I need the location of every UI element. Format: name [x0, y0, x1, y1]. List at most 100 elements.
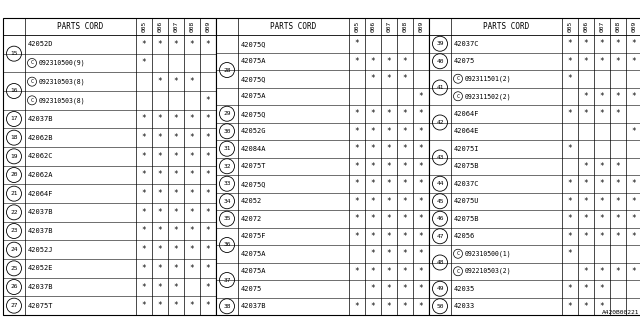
Text: 092310500(9): 092310500(9)	[39, 60, 86, 66]
Text: *: *	[568, 179, 572, 188]
Text: *: *	[403, 109, 407, 118]
Text: 42062C: 42062C	[28, 153, 54, 159]
Text: *: *	[189, 227, 195, 236]
Text: 17: 17	[10, 116, 18, 122]
Text: 42062A: 42062A	[28, 172, 54, 178]
Text: 092311502(2): 092311502(2)	[465, 93, 511, 100]
Text: *: *	[141, 171, 147, 180]
Text: *: *	[173, 115, 179, 124]
Text: 48: 48	[436, 260, 444, 265]
Text: 42033: 42033	[454, 303, 476, 309]
Text: *: *	[600, 302, 604, 311]
Text: 34: 34	[223, 199, 231, 204]
Text: *: *	[403, 232, 407, 241]
Text: *: *	[371, 109, 375, 118]
Text: PARTS CORD: PARTS CORD	[270, 22, 317, 31]
Text: 42075Q: 42075Q	[241, 181, 266, 187]
Text: *: *	[632, 232, 636, 241]
Text: *: *	[205, 152, 211, 161]
Text: *: *	[205, 171, 211, 180]
Text: *: *	[189, 189, 195, 198]
Text: *: *	[157, 283, 163, 292]
Text: *: *	[371, 249, 375, 258]
Text: *: *	[600, 267, 604, 276]
Text: 27: 27	[10, 303, 18, 308]
Text: 008: 008	[616, 21, 621, 32]
Text: *: *	[355, 302, 359, 311]
Text: *: *	[568, 232, 572, 241]
Text: *: *	[387, 74, 391, 83]
Text: *: *	[419, 162, 423, 171]
Text: *: *	[371, 74, 375, 83]
Text: 42075U: 42075U	[454, 198, 479, 204]
Text: *: *	[141, 264, 147, 273]
Text: *: *	[584, 109, 588, 118]
Text: *: *	[371, 267, 375, 276]
Text: C: C	[456, 251, 460, 256]
Text: *: *	[568, 57, 572, 66]
Text: *: *	[632, 267, 636, 276]
Text: *: *	[568, 249, 572, 258]
Text: 42075Q: 42075Q	[241, 41, 266, 47]
Text: 42: 42	[436, 120, 444, 125]
Text: *: *	[173, 133, 179, 142]
Text: *: *	[632, 197, 636, 206]
Text: *: *	[189, 77, 195, 86]
Text: *: *	[371, 127, 375, 136]
Text: *: *	[616, 267, 620, 276]
Text: *: *	[387, 127, 391, 136]
Text: 37: 37	[223, 277, 231, 283]
Text: *: *	[419, 267, 423, 276]
Text: 32: 32	[223, 164, 231, 169]
Text: 45: 45	[436, 199, 444, 204]
Text: *: *	[568, 214, 572, 223]
Text: *: *	[205, 264, 211, 273]
Text: *: *	[141, 40, 147, 49]
Text: 46: 46	[436, 216, 444, 221]
Text: *: *	[189, 40, 195, 49]
Text: *: *	[141, 208, 147, 217]
Text: *: *	[632, 39, 636, 48]
Text: *: *	[616, 232, 620, 241]
Text: *: *	[403, 284, 407, 293]
Text: *: *	[632, 179, 636, 188]
Text: *: *	[632, 214, 636, 223]
Text: *: *	[584, 214, 588, 223]
Text: 49: 49	[436, 286, 444, 291]
Text: *: *	[600, 162, 604, 171]
Text: *: *	[371, 162, 375, 171]
Text: *: *	[189, 152, 195, 161]
Text: *: *	[419, 302, 423, 311]
Text: 18: 18	[10, 135, 18, 140]
Text: A420B00221: A420B00221	[602, 310, 639, 315]
Text: 42064F: 42064F	[454, 111, 479, 117]
Text: *: *	[173, 171, 179, 180]
Text: *: *	[157, 208, 163, 217]
Text: *: *	[141, 59, 147, 68]
Text: 005: 005	[568, 21, 573, 32]
Bar	[216, 18, 429, 315]
Text: 39: 39	[436, 41, 444, 46]
Text: *: *	[371, 232, 375, 241]
Text: 007: 007	[387, 21, 392, 32]
Text: *: *	[403, 127, 407, 136]
Text: 42075B: 42075B	[454, 163, 479, 169]
Text: 40: 40	[436, 59, 444, 64]
Text: *: *	[584, 197, 588, 206]
Text: 36: 36	[223, 243, 231, 247]
Text: *: *	[419, 249, 423, 258]
Text: *: *	[355, 179, 359, 188]
Text: C: C	[456, 76, 460, 81]
Text: *: *	[189, 171, 195, 180]
Text: *: *	[371, 214, 375, 223]
Text: *: *	[189, 264, 195, 273]
Text: 38: 38	[223, 304, 231, 309]
Text: *: *	[157, 133, 163, 142]
Text: *: *	[403, 302, 407, 311]
Text: *: *	[371, 302, 375, 311]
Text: *: *	[173, 264, 179, 273]
Text: *: *	[157, 40, 163, 49]
Text: *: *	[157, 77, 163, 86]
Text: *: *	[568, 109, 572, 118]
Text: *: *	[584, 284, 588, 293]
